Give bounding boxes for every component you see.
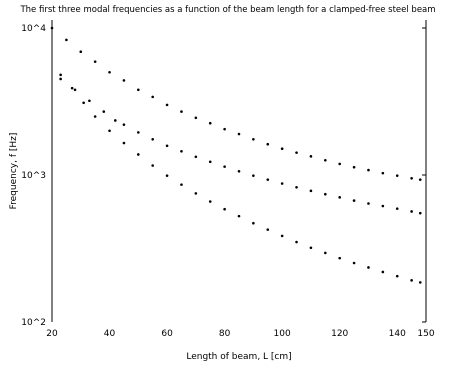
data-point <box>93 115 97 118</box>
data-point <box>223 165 226 168</box>
data-point <box>194 116 198 120</box>
data-point <box>73 88 77 92</box>
x-axis-label: Length of beam, L [cm] <box>186 352 291 362</box>
data-point <box>151 137 154 141</box>
data-point <box>367 266 370 269</box>
y-tick-label: 10^3 <box>21 171 46 181</box>
data-point <box>395 207 399 210</box>
data-point <box>295 185 298 189</box>
data-point <box>59 73 62 77</box>
data-point <box>309 246 313 250</box>
x-tick-label: 140 <box>389 329 406 339</box>
data-point <box>237 132 241 136</box>
data-point <box>208 200 212 203</box>
x-tick-label: 40 <box>104 329 116 339</box>
data-point <box>352 261 356 265</box>
data-point <box>280 147 284 150</box>
data-point <box>165 103 169 107</box>
x-tick-label: 150 <box>417 329 434 339</box>
data-point <box>70 86 74 90</box>
data-point <box>410 279 413 282</box>
data-point <box>208 121 212 125</box>
tick-layer: 20 40 60 80 100 120 140 150 10^2 10^3 10^4 <box>21 24 435 339</box>
data-point <box>266 228 270 231</box>
data-point <box>102 110 106 113</box>
data-point <box>418 281 422 284</box>
data-point <box>165 174 169 177</box>
data-point <box>418 211 422 215</box>
data-point <box>252 137 255 141</box>
data-point <box>194 192 198 195</box>
data-point <box>180 183 183 186</box>
data-point <box>252 174 255 177</box>
x-tick-label: 80 <box>219 329 231 339</box>
data-point <box>338 256 341 260</box>
data-point <box>151 164 154 167</box>
data-point <box>122 141 126 145</box>
data-point <box>309 155 313 158</box>
x-tick-label: 100 <box>274 329 291 339</box>
x-tick-label: 120 <box>331 329 348 339</box>
y-tick-label: 10^4 <box>21 24 46 34</box>
data-point <box>395 274 399 278</box>
data-point <box>137 153 140 156</box>
data-point <box>113 119 117 122</box>
data-point <box>88 99 91 103</box>
data-point <box>50 26 54 30</box>
data-point <box>367 202 370 205</box>
data-point <box>122 123 126 126</box>
x-tick-label: 60 <box>161 329 173 339</box>
data-point <box>223 207 226 211</box>
data-point <box>82 101 85 105</box>
data-point <box>352 165 356 169</box>
data-point <box>324 158 327 162</box>
data-point <box>122 79 126 82</box>
data-point <box>324 251 327 255</box>
data-point <box>151 95 154 99</box>
data-point <box>395 174 399 177</box>
data-point <box>280 182 284 185</box>
y-axis-label: Frequency, f [Hz] <box>9 133 19 210</box>
data-point <box>381 270 385 274</box>
data-point <box>418 178 422 181</box>
data-point <box>237 214 241 218</box>
data-point <box>367 168 370 172</box>
data-point <box>194 155 198 159</box>
data-point <box>266 178 270 181</box>
data-point <box>381 204 385 208</box>
data-point <box>180 149 183 153</box>
data-point <box>352 199 356 202</box>
data-point <box>280 234 284 238</box>
data-point <box>165 144 169 148</box>
data-point <box>108 70 111 74</box>
data-point <box>295 151 298 154</box>
data-point <box>223 127 226 131</box>
data-point <box>93 60 97 63</box>
data-point <box>295 240 298 244</box>
y-tick-label: 10^2 <box>21 318 46 328</box>
data-point <box>208 160 212 164</box>
data-point <box>65 38 68 42</box>
data-point <box>338 196 341 199</box>
data-point <box>59 77 62 81</box>
x-tick-label: 20 <box>46 329 58 339</box>
data-point <box>180 110 183 113</box>
chart-title: The first three modal frequencies as a f… <box>19 5 435 15</box>
series-layer <box>50 26 422 284</box>
data-point <box>137 131 140 134</box>
data-point <box>237 169 241 173</box>
data-point <box>309 189 313 193</box>
data-point <box>381 171 385 175</box>
data-point <box>410 176 413 180</box>
data-point <box>410 210 413 213</box>
data-point <box>108 129 111 133</box>
data-point <box>338 162 341 166</box>
data-point <box>137 88 140 92</box>
data-point <box>79 50 83 53</box>
data-point <box>266 142 270 146</box>
data-point <box>324 192 327 196</box>
data-point <box>252 221 255 225</box>
